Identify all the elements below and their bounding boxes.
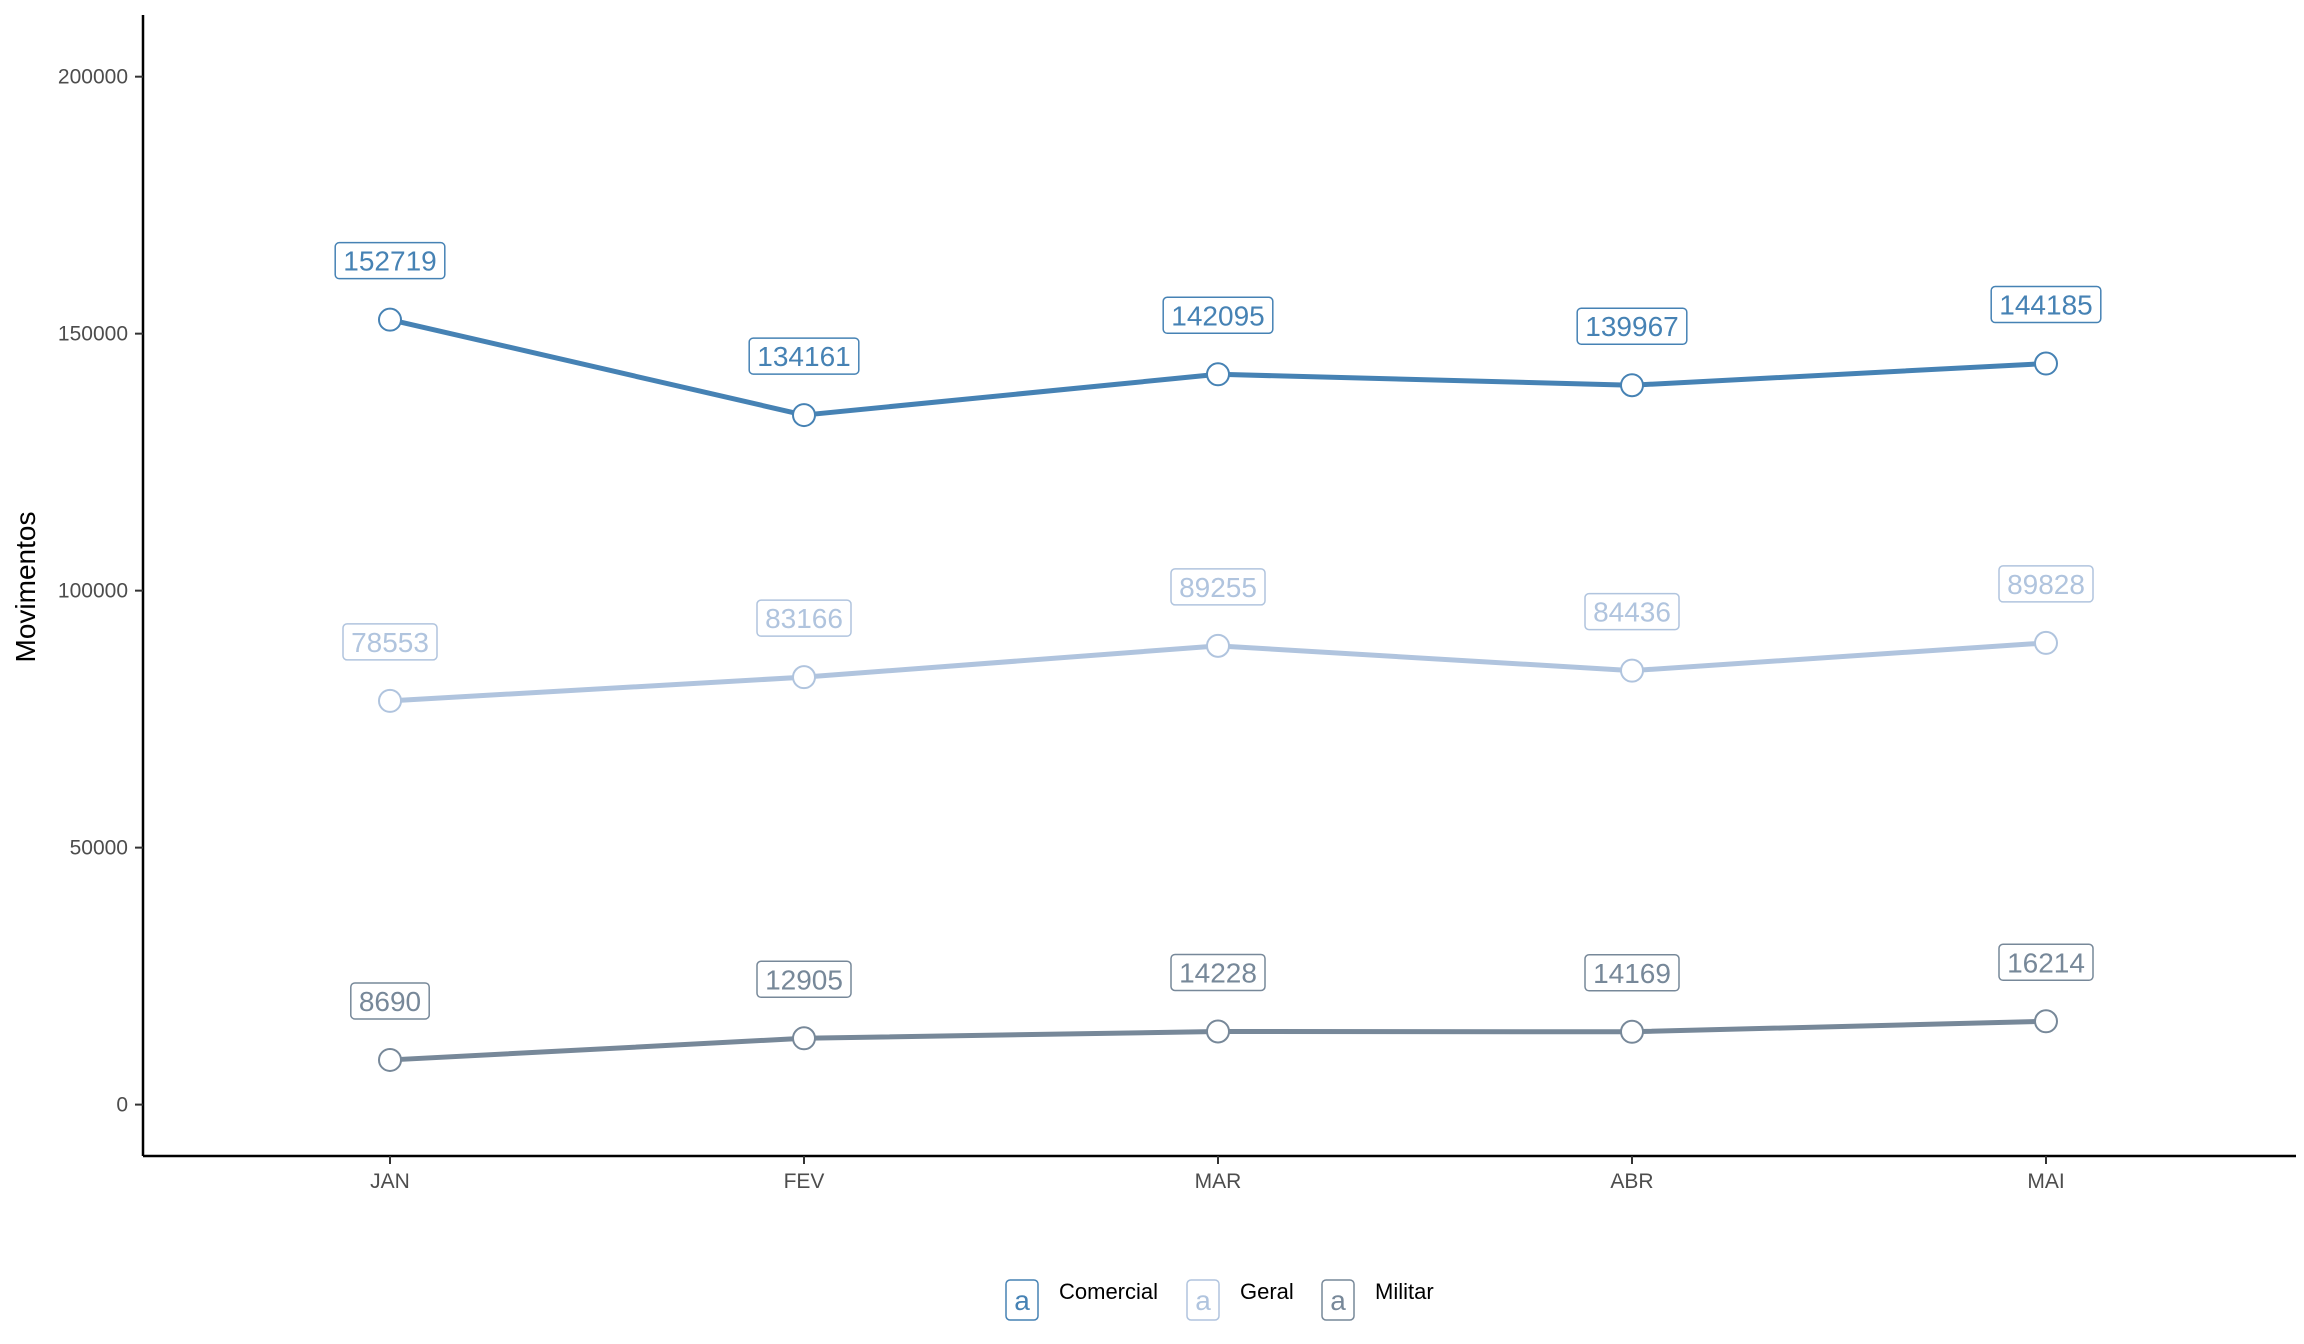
data-label: 152719: [334, 241, 446, 280]
legend-label: Geral: [1240, 1279, 1294, 1304]
data-point: [2034, 1009, 2058, 1034]
x-tick-label: FEV: [784, 1170, 825, 1193]
data-label-text: 83166: [765, 603, 843, 634]
legend-label: Comercial: [1059, 1279, 1158, 1304]
data-label: 139967: [1576, 307, 1688, 345]
y-tick-label: 0: [116, 1094, 128, 1117]
legend-item-comercial: a Comercial: [1005, 1279, 1158, 1321]
data-point: [1206, 1019, 1230, 1044]
data-label-text: 14169: [1593, 958, 1671, 989]
legend-key-glyph: a: [1330, 1285, 1346, 1316]
series-comercial: 152719 134161 142095 139967 144185: [334, 241, 2102, 428]
data-label: 16214: [1998, 943, 2094, 982]
data-point: [2034, 630, 2058, 655]
data-point: [792, 665, 816, 690]
data-label-text: 89828: [2007, 569, 2085, 600]
y-tick-label: 50000: [70, 837, 128, 860]
data-point: [1206, 633, 1230, 658]
legend: a Comercial a Geral a Militar: [1005, 1279, 1434, 1321]
data-label-box: [756, 599, 852, 637]
data-label-text: 152719: [343, 246, 436, 277]
data-label-box: [1998, 943, 2094, 982]
legend-key-glyph: a: [1014, 1285, 1030, 1316]
data-label-text: 14228: [1179, 957, 1257, 988]
data-label-text: 134161: [757, 341, 850, 372]
data-label-text: 89255: [1179, 572, 1257, 603]
data-label: 12905: [756, 960, 852, 999]
series-geral: 78553 83166 89255 84436 89828: [342, 565, 2094, 713]
data-label-text: 8690: [359, 986, 421, 1017]
data-label: 89255: [1170, 568, 1266, 606]
x-tick-label: ABR: [1610, 1170, 1653, 1193]
series-layer: 152719 134161 142095 139967 144185 78553 83166…: [334, 241, 2102, 1072]
data-point: [1620, 1019, 1644, 1044]
data-label-box: [1998, 565, 2094, 603]
data-label-box: [1990, 285, 2102, 324]
data-label: 78553: [342, 623, 438, 661]
y-tick-label: 100000: [58, 580, 128, 603]
data-label-box: [1170, 568, 1266, 606]
data-point: [1620, 373, 1644, 398]
data-label: 8690: [350, 982, 430, 1020]
data-point: [378, 1047, 402, 1072]
y-axis: 0 50000 100000 150000 200000: [58, 15, 145, 1156]
data-point: [378, 688, 402, 713]
legend-key: [1321, 1279, 1355, 1321]
legend-item-militar: a Militar: [1321, 1279, 1434, 1321]
legend-key: [1005, 1279, 1039, 1321]
series-militar: 8690 12905 14228 14169 16214: [350, 943, 2094, 1072]
data-label-box: [1162, 296, 1274, 335]
data-point: [2034, 351, 2058, 376]
y-axis-title: Movimentos: [10, 512, 41, 663]
data-label: 84436: [1584, 592, 1680, 631]
data-label-text: 12905: [765, 964, 843, 995]
legend-key-glyph: a: [1195, 1285, 1211, 1316]
data-label-box: [756, 960, 852, 999]
x-tick-label: MAI: [2027, 1170, 2064, 1193]
y-tick-label: 150000: [58, 323, 128, 346]
x-tick-label: JAN: [370, 1170, 410, 1193]
y-tick-label: 200000: [58, 66, 128, 89]
data-label: 89828: [1998, 565, 2094, 603]
data-point: [1620, 658, 1644, 683]
data-label-text: 144185: [1999, 290, 2092, 321]
data-label-box: [350, 982, 430, 1020]
data-label: 134161: [748, 337, 860, 375]
data-point: [792, 403, 816, 428]
data-label: 144185: [1990, 285, 2102, 324]
data-point: [792, 1026, 816, 1051]
data-label: 14228: [1170, 953, 1266, 992]
data-label: 14169: [1584, 954, 1680, 992]
data-label-text: 84436: [1593, 597, 1671, 628]
legend-item-geral: a Geral: [1186, 1279, 1294, 1321]
x-axis: JAN FEV MAR ABR MAI: [143, 1154, 2296, 1193]
data-label-text: 139967: [1585, 311, 1678, 342]
data-label: 83166: [756, 599, 852, 637]
data-label-box: [1584, 592, 1680, 631]
data-label-text: 16214: [2007, 947, 2085, 978]
x-tick-label: MAR: [1195, 1170, 1242, 1193]
legend-label: Militar: [1375, 1279, 1434, 1304]
data-label-box: [334, 241, 446, 280]
data-point: [378, 307, 402, 332]
data-label-box: [748, 337, 860, 375]
data-label-box: [1584, 954, 1680, 992]
data-label-text: 142095: [1171, 300, 1264, 331]
data-label: 142095: [1162, 296, 1274, 335]
data-point: [1206, 362, 1230, 387]
data-label-box: [342, 623, 438, 661]
data-label-text: 78553: [351, 627, 429, 658]
data-label-box: [1576, 307, 1688, 345]
data-label-box: [1170, 953, 1266, 992]
legend-key: [1186, 1279, 1220, 1321]
